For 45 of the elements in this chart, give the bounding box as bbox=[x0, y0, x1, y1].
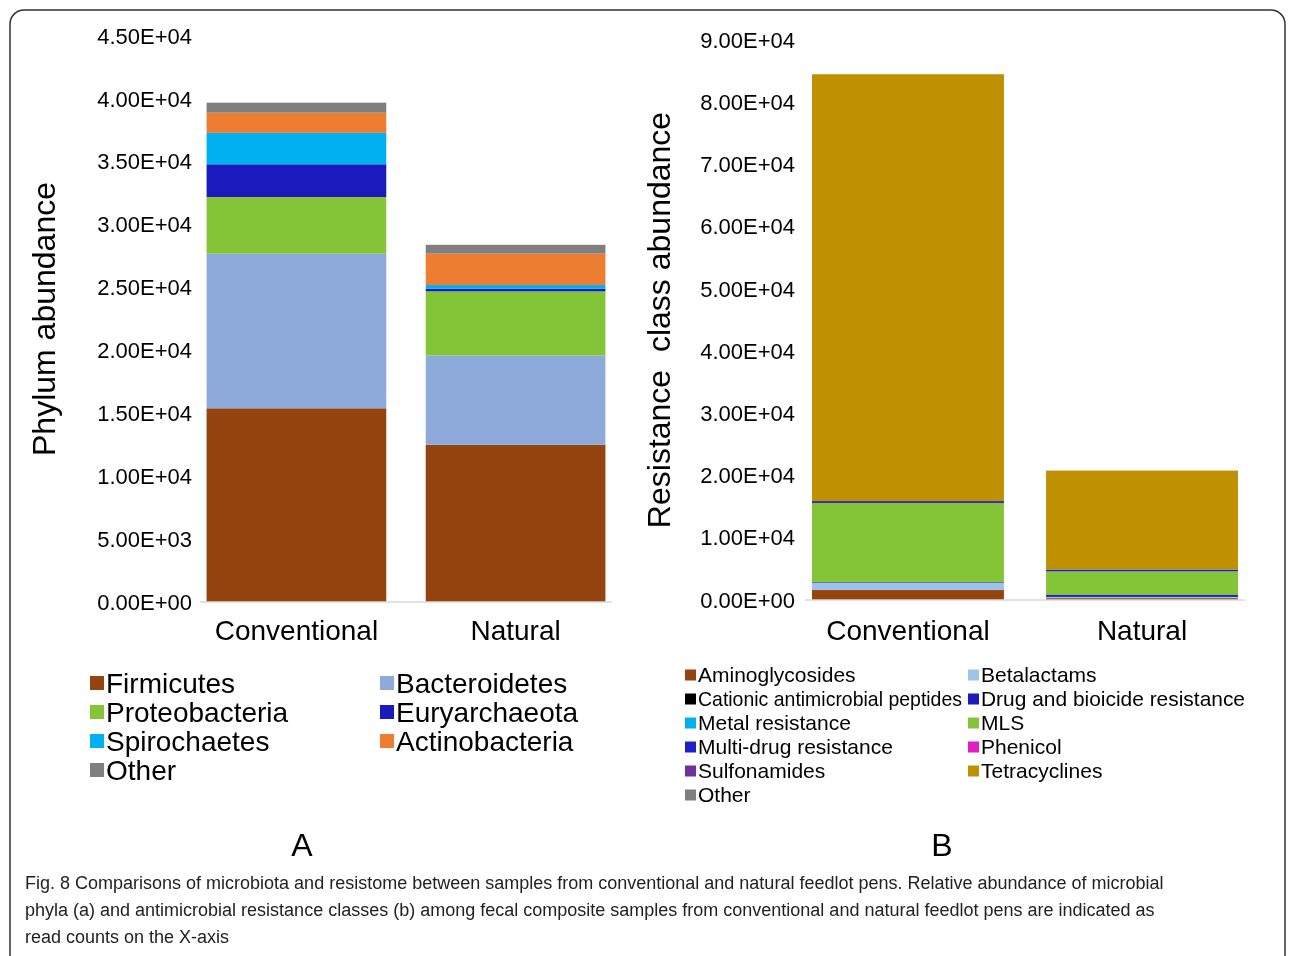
legend-label: Proteobacteria bbox=[106, 696, 289, 728]
y-tick-label: 1.00E+04 bbox=[700, 525, 795, 551]
y-tick-label: 5.00E+03 bbox=[97, 526, 192, 552]
y-tick-label: 8.00E+04 bbox=[700, 89, 795, 115]
legend-label: Multi-drug resistance bbox=[698, 735, 893, 759]
y-tick-label: 3.50E+04 bbox=[97, 149, 192, 175]
y-tick-label: 1.00E+04 bbox=[97, 463, 192, 489]
legend-label: Aminoglycosides bbox=[698, 663, 856, 687]
y-tick-label: 9.00E+04 bbox=[700, 27, 795, 53]
y-tick-label: 1.50E+04 bbox=[97, 401, 192, 427]
y-tick-label: 7.00E+04 bbox=[700, 152, 795, 178]
legend-label: Betalactams bbox=[981, 663, 1097, 687]
legend-label: Firmicutes bbox=[106, 667, 236, 699]
y-tick-label: 2.00E+04 bbox=[97, 338, 192, 364]
y-tick-label: 4.50E+04 bbox=[97, 23, 192, 49]
legend-label: Metal resistance bbox=[698, 711, 851, 735]
x-tick-label: Natural bbox=[1096, 615, 1188, 646]
y-tick-label: 5.00E+04 bbox=[700, 276, 795, 302]
y-tick-label: 0.00E+00 bbox=[700, 587, 795, 613]
text: A bbox=[291, 827, 314, 863]
legend-label: Tetracyclines bbox=[981, 759, 1103, 783]
legend-label: Phenicol bbox=[981, 735, 1062, 759]
y-tick-label: 3.00E+04 bbox=[700, 401, 795, 427]
legend-label: Spirochaetes bbox=[106, 725, 270, 757]
legend-label: Drug and bioicide resistance bbox=[981, 687, 1246, 711]
y-axis-title: Phylum abundance bbox=[26, 182, 62, 456]
y-tick-label: 2.00E+04 bbox=[700, 463, 795, 489]
y-axis-title: Resistance class abundance bbox=[641, 111, 677, 529]
y-tick-label: 4.00E+04 bbox=[700, 338, 795, 364]
x-tick-label: Conventional bbox=[826, 615, 990, 646]
legend-label: Other bbox=[698, 783, 751, 807]
caption: Fig. 8 Comparisons of microbiota and resistome between samples from conventional and natural feedlot pens. Relative abundance of microbial phyla (a) and antimicrobial resistance classes (b) among fecal composite samples from conventional and natural feedlot pens are indicated as read counts on the X-axis bbox=[25, 873, 1164, 947]
legend-label: Sulfonamides bbox=[698, 759, 826, 783]
legend-label: Bacteroidetes bbox=[396, 667, 568, 699]
text: B bbox=[931, 827, 953, 863]
x-tick-label: Conventional bbox=[214, 615, 379, 646]
y-tick-label: 2.50E+04 bbox=[97, 275, 192, 301]
y-tick-label: 0.00E+00 bbox=[97, 589, 192, 615]
legend-label: Cationic antimicrobial peptides bbox=[698, 687, 983, 711]
legend-label: Euryarchaeota bbox=[396, 696, 579, 728]
y-tick-label: 4.00E+04 bbox=[97, 86, 192, 112]
x-tick-label: Natural bbox=[470, 615, 561, 646]
y-tick-label: 6.00E+04 bbox=[700, 214, 795, 240]
y-tick-label: 3.00E+04 bbox=[97, 212, 192, 238]
legend-label: MLS bbox=[981, 711, 1025, 735]
